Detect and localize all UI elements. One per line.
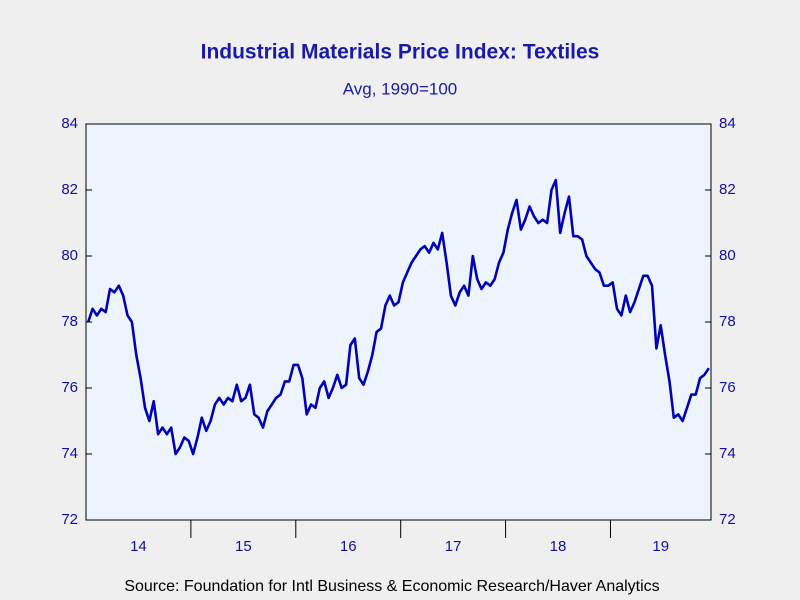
x-tick-label: 17 [445, 538, 462, 555]
y2-tick-label: 78 [719, 313, 736, 330]
y-tick-label: 74 [61, 445, 78, 462]
y2-tick-label: 74 [719, 445, 736, 462]
x-tick-label: 14 [130, 538, 147, 555]
y2-tick-label: 80 [719, 247, 736, 264]
price-line [86, 178, 710, 456]
y2-tick-label: 76 [719, 379, 736, 396]
y-tick-label: 76 [61, 379, 78, 396]
source-note: Source: Foundation for Intl Business & E… [124, 578, 659, 595]
y2-tick-label: 72 [719, 511, 736, 528]
x-tick-label: 15 [235, 538, 252, 555]
y-tick-label: 80 [61, 247, 78, 264]
y2-tick-label: 84 [719, 115, 736, 132]
plot-area [85, 123, 712, 521]
x-tick-label: 18 [550, 538, 567, 555]
chart-title: Industrial Materials Price Index: Textil… [201, 41, 600, 64]
y-tick-label: 84 [61, 115, 78, 132]
x-tick-label: 19 [652, 538, 669, 555]
y-tick-label: 82 [61, 181, 78, 198]
y-tick-label: 72 [61, 511, 78, 528]
chart-subtitle: Avg, 1990=100 [343, 79, 458, 98]
y2-tick-label: 82 [719, 181, 736, 198]
x-tick-label: 16 [340, 538, 357, 555]
y-tick-label: 78 [61, 313, 78, 330]
